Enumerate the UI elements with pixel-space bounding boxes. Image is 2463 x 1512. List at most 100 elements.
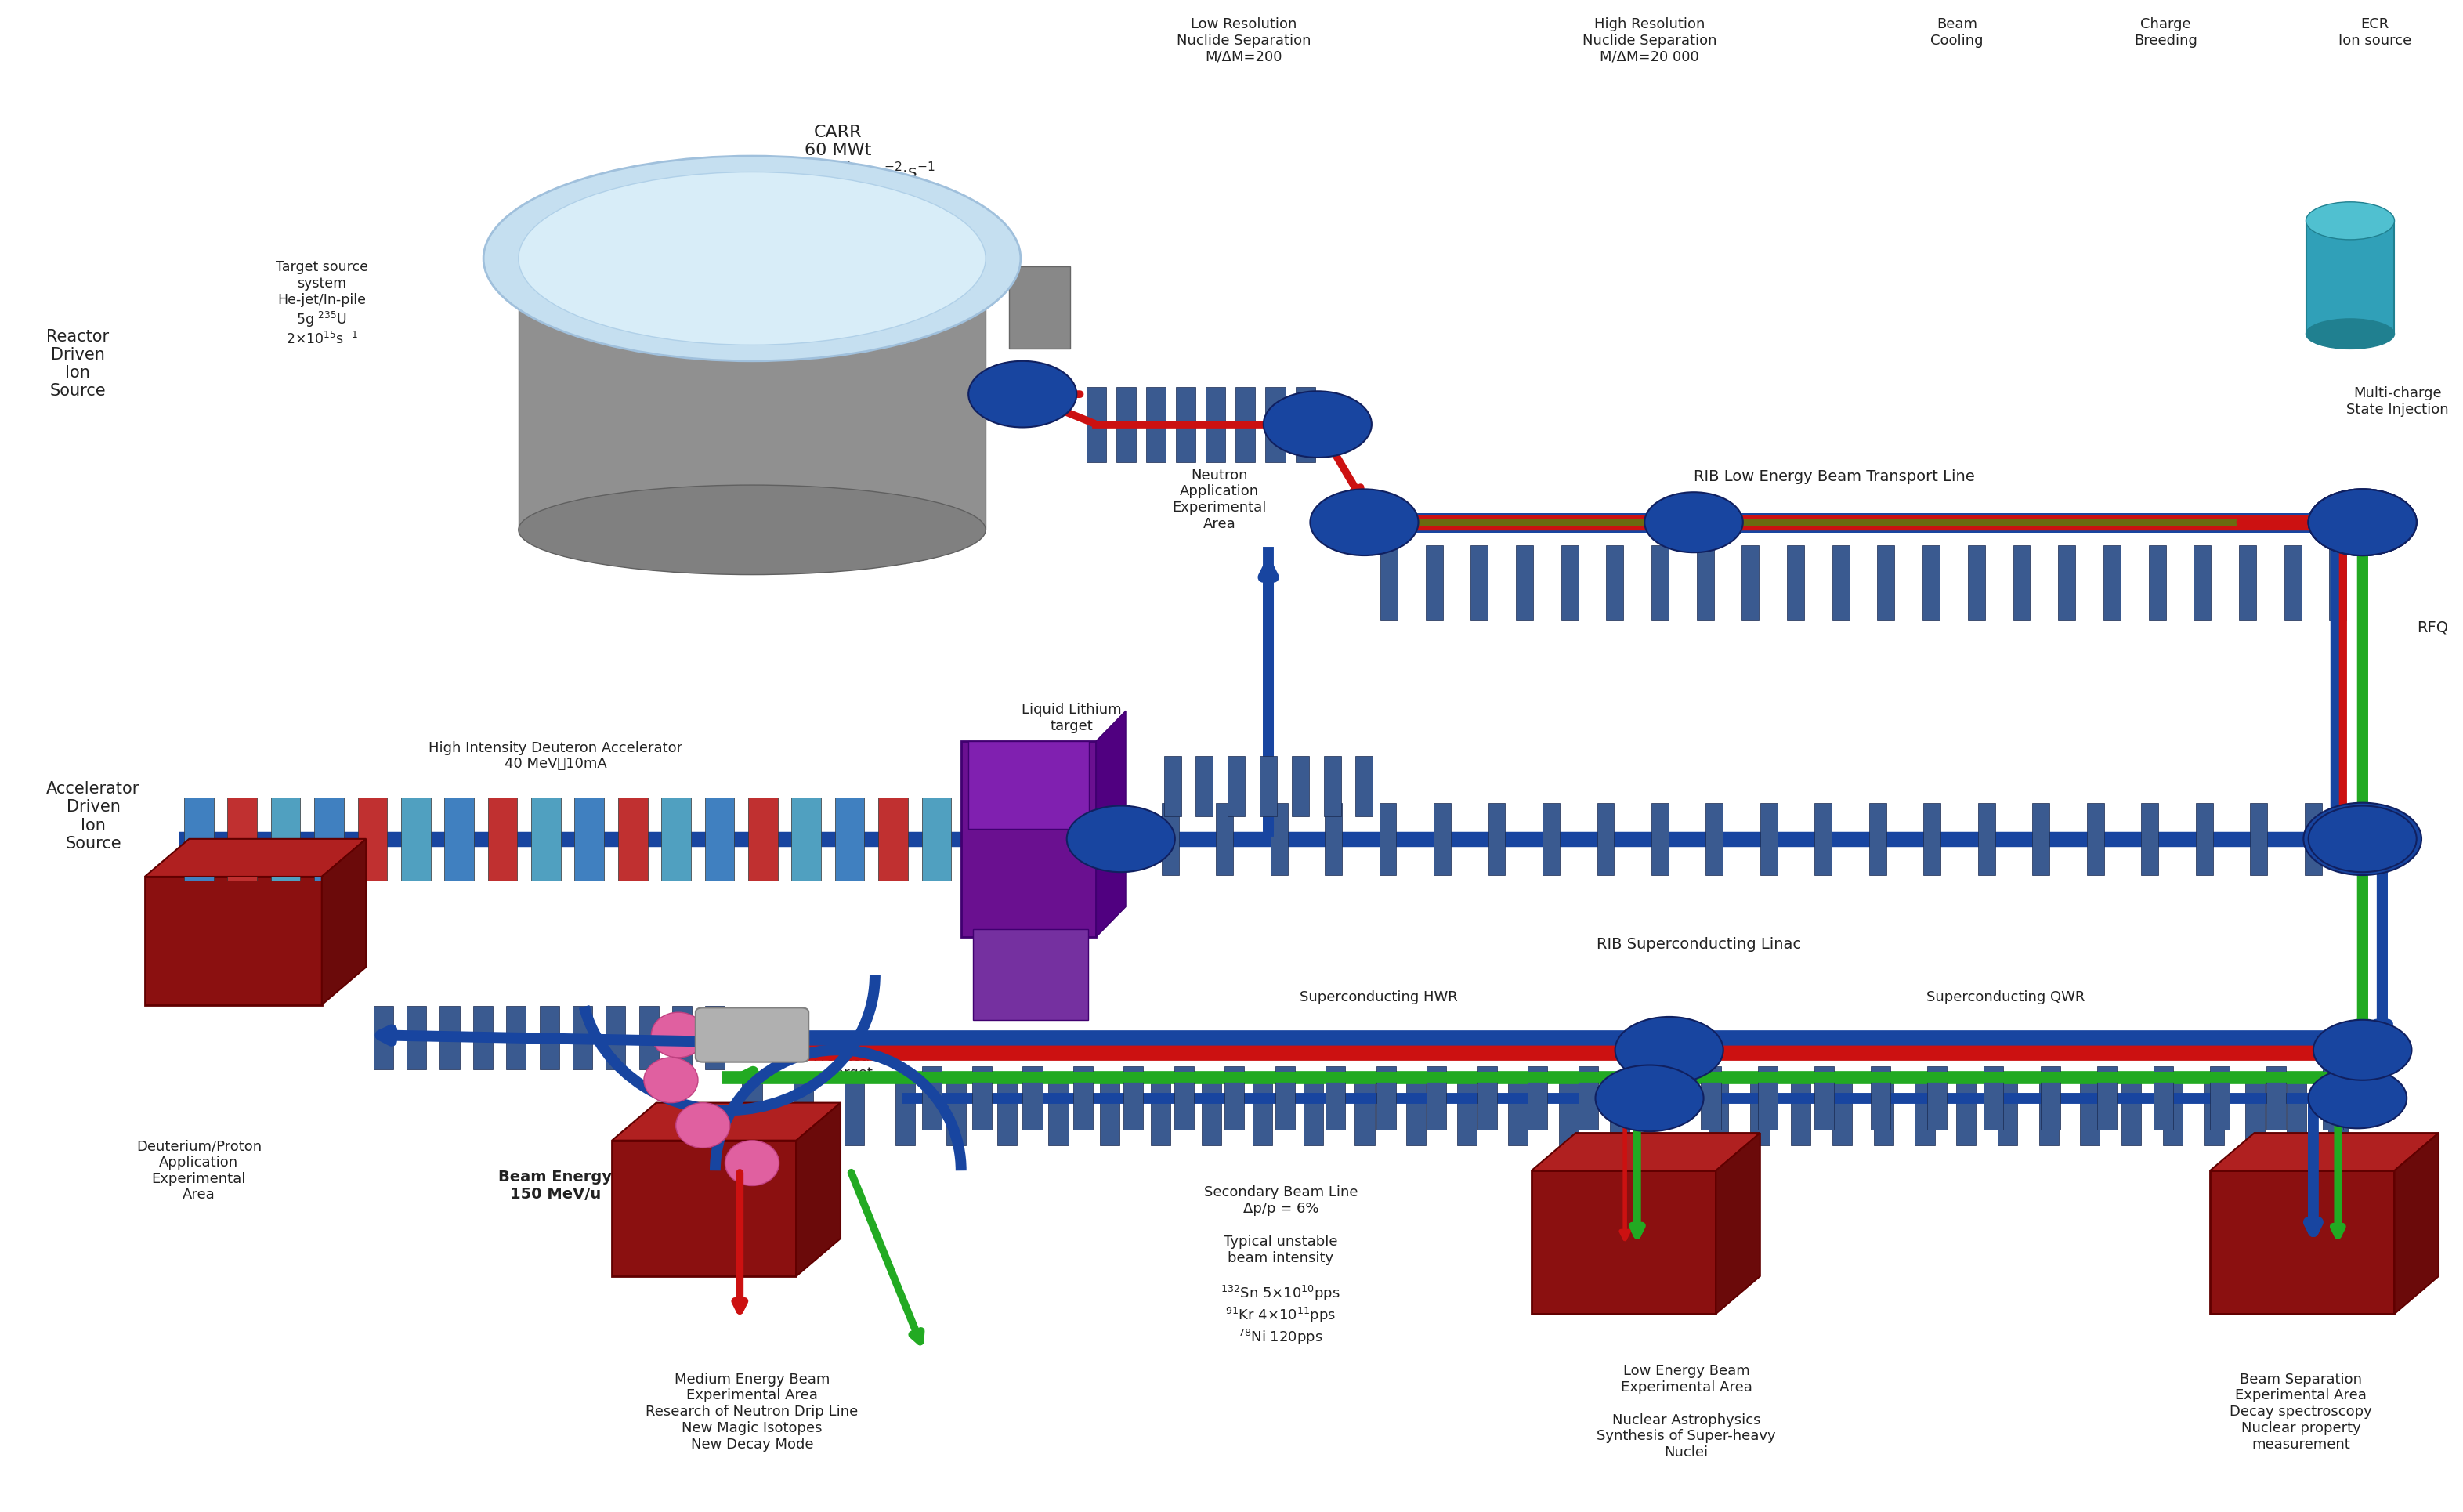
Text: RIB Low Energy Beam Transport Line: RIB Low Energy Beam Transport Line bbox=[1695, 470, 1975, 484]
Bar bbox=[2012, 544, 2030, 620]
Bar bbox=[1788, 544, 1805, 620]
Bar bbox=[473, 1007, 493, 1069]
Bar bbox=[946, 1081, 965, 1145]
Text: Target source
system
He-jet/In-pile
5g $^{235}$U
2×10$^{15}$s$^{-1}$: Target source system He-jet/In-pile 5g $… bbox=[276, 260, 367, 348]
Text: Beam Separation
Experimental Area
Decay spectroscopy
Nuclear property
measuremen: Beam Separation Experimental Area Decay … bbox=[2229, 1373, 2372, 1452]
Bar bbox=[1741, 544, 1759, 620]
Ellipse shape bbox=[520, 485, 985, 575]
Bar bbox=[1163, 803, 1180, 875]
Ellipse shape bbox=[520, 172, 985, 345]
Bar bbox=[973, 930, 1089, 1019]
Circle shape bbox=[2308, 490, 2416, 555]
Circle shape bbox=[1596, 1064, 1704, 1131]
Circle shape bbox=[2308, 490, 2416, 555]
Bar bbox=[227, 797, 256, 880]
Bar bbox=[1123, 1066, 1143, 1129]
Bar bbox=[897, 1081, 916, 1145]
Bar bbox=[704, 797, 734, 880]
Bar bbox=[1325, 803, 1342, 875]
Bar bbox=[1325, 1066, 1345, 1129]
Bar bbox=[1707, 803, 1724, 875]
Bar bbox=[1458, 1081, 1478, 1145]
Bar bbox=[845, 1081, 865, 1145]
Bar bbox=[1426, 544, 1443, 620]
Bar bbox=[1697, 544, 1714, 620]
Bar bbox=[998, 1081, 1017, 1145]
Bar bbox=[961, 741, 1096, 937]
Bar bbox=[1259, 756, 1276, 816]
Bar bbox=[1406, 1081, 1426, 1145]
Circle shape bbox=[2313, 1019, 2411, 1080]
Bar bbox=[2239, 544, 2256, 620]
Text: Secondary Beam Line
Δp/p = 6%

Typical unstable
beam intensity

$^{132}$Sn 5×10$: Secondary Beam Line Δp/p = 6% Typical un… bbox=[1204, 1185, 1357, 1346]
Bar bbox=[1869, 803, 1887, 875]
Bar bbox=[539, 1007, 559, 1069]
FancyBboxPatch shape bbox=[695, 1009, 808, 1061]
Bar bbox=[2032, 803, 2049, 875]
Bar bbox=[1229, 756, 1244, 816]
Bar bbox=[2121, 1081, 2140, 1145]
Bar bbox=[520, 259, 985, 529]
Bar bbox=[741, 1081, 761, 1145]
Bar bbox=[1086, 387, 1106, 463]
Bar bbox=[1217, 803, 1234, 875]
Bar bbox=[1150, 1081, 1170, 1145]
Polygon shape bbox=[1096, 711, 1126, 937]
Bar bbox=[1276, 1066, 1296, 1129]
Bar bbox=[185, 797, 214, 880]
Bar bbox=[1379, 803, 1397, 875]
Bar bbox=[2266, 1066, 2286, 1129]
Circle shape bbox=[2308, 1067, 2406, 1128]
Bar bbox=[1165, 756, 1182, 816]
Ellipse shape bbox=[724, 1140, 778, 1185]
Bar bbox=[443, 797, 473, 880]
Bar bbox=[1426, 1066, 1446, 1129]
Bar bbox=[1596, 803, 1613, 875]
Bar bbox=[1355, 756, 1372, 816]
Bar bbox=[672, 1007, 692, 1069]
Bar bbox=[1916, 1081, 1933, 1145]
Circle shape bbox=[1264, 392, 1372, 458]
Bar bbox=[2323, 1066, 2342, 1129]
Bar bbox=[2140, 803, 2158, 875]
Bar bbox=[571, 1007, 591, 1069]
Text: Neutron
Application
Experimental
Area: Neutron Application Experimental Area bbox=[1172, 469, 1266, 531]
Bar bbox=[2039, 1066, 2059, 1129]
Polygon shape bbox=[323, 839, 367, 1005]
Circle shape bbox=[1616, 1018, 1724, 1083]
Bar bbox=[1074, 1066, 1094, 1129]
Bar bbox=[1611, 1081, 1631, 1145]
Ellipse shape bbox=[2305, 319, 2394, 349]
Bar bbox=[791, 797, 820, 880]
Bar bbox=[968, 741, 1089, 829]
Bar bbox=[663, 797, 692, 880]
Bar bbox=[1650, 544, 1667, 620]
Bar bbox=[1815, 803, 1832, 875]
Bar bbox=[606, 1007, 626, 1069]
Text: RFQ: RFQ bbox=[2416, 620, 2448, 635]
Bar bbox=[1606, 544, 1623, 620]
Bar bbox=[2246, 1081, 2266, 1145]
Ellipse shape bbox=[650, 1013, 704, 1057]
Bar bbox=[1924, 803, 1941, 875]
Bar bbox=[2209, 1170, 2394, 1314]
Bar bbox=[1997, 1081, 2017, 1145]
Polygon shape bbox=[796, 1102, 840, 1276]
Text: Reactor
Driven
Ion
Source: Reactor Driven Ion Source bbox=[47, 330, 108, 399]
Bar bbox=[401, 797, 431, 880]
Bar bbox=[2153, 1066, 2172, 1129]
Bar bbox=[1433, 803, 1451, 875]
Polygon shape bbox=[2209, 1132, 2438, 1170]
Circle shape bbox=[2308, 806, 2416, 872]
Bar bbox=[2209, 1066, 2229, 1129]
Text: Superconducting QWR: Superconducting QWR bbox=[1926, 990, 2086, 1004]
Bar bbox=[1709, 1081, 1729, 1145]
Bar bbox=[1956, 1081, 1975, 1145]
Bar bbox=[315, 797, 345, 880]
Bar bbox=[1983, 1066, 2002, 1129]
Bar bbox=[1791, 1081, 1810, 1145]
Bar bbox=[1291, 756, 1308, 816]
Bar bbox=[1098, 1081, 1118, 1145]
Circle shape bbox=[2303, 803, 2421, 875]
Bar bbox=[1761, 803, 1778, 875]
